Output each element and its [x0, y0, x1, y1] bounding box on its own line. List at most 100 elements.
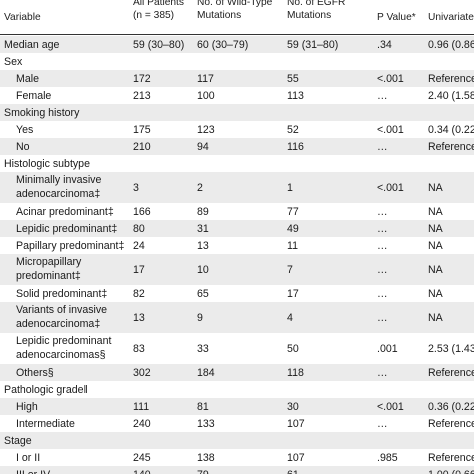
row-label: High [16, 401, 38, 413]
cell-p-value: <.001 [377, 73, 404, 85]
header-variable: Variable [4, 12, 41, 23]
cell-wild-type: 65 [197, 288, 209, 300]
cell-egfr: 49 [287, 223, 299, 235]
table-row: I or II 245 138 107 .985 Reference [0, 449, 474, 466]
cell-all-patients: 59 (30–80) [133, 39, 185, 51]
row-label: Others§ [16, 367, 54, 379]
cell-all-patients: 175 [133, 124, 151, 136]
cell-egfr: 55 [287, 73, 299, 85]
row-label: Median age [4, 39, 60, 51]
row-label: Variants of invasive adenocarcinoma‡ [16, 304, 108, 330]
cell-univariate-or: NA [428, 206, 443, 218]
cell-univariate-or: Reference [428, 141, 474, 153]
cell-all-patients: 3 [133, 182, 139, 194]
table-row: Stage [0, 432, 474, 449]
cell-p-value: … [377, 468, 388, 474]
cell-univariate-or: NA [428, 182, 443, 194]
cell-univariate-or: NA [428, 264, 443, 276]
cell-p-value: .001 [377, 343, 398, 355]
row-label: Intermediate [16, 418, 75, 430]
cell-all-patients: 111 [133, 401, 150, 413]
cell-univariate-or: NA [428, 240, 443, 252]
cell-all-patients: 83 [133, 343, 145, 355]
cell-all-patients: 80 [133, 223, 145, 235]
cell-p-value: … [377, 264, 388, 276]
cell-all-patients: 213 [133, 90, 151, 102]
cell-wild-type: 133 [197, 418, 215, 430]
cell-p-value: … [377, 206, 388, 218]
cell-wild-type: 81 [197, 401, 209, 413]
table-row: Pathologic grade‖ [0, 381, 474, 398]
cell-p-value: <.001 [377, 124, 404, 136]
table-row: III or IV 140 79 61 … 1.00 (0.66, 1.51) [0, 466, 474, 474]
cell-univariate-or: Reference [428, 367, 474, 379]
cell-univariate-or: NA [428, 223, 443, 235]
cell-univariate-or: 0.36 (0.22, 0.59) [428, 401, 474, 413]
cell-wild-type: 31 [197, 223, 209, 235]
cell-all-patients: 240 [133, 418, 151, 430]
table-row: Smoking history [0, 104, 474, 121]
table-row: Sex [0, 53, 474, 70]
table-row: Intermediate 240 133 107 … Reference [0, 415, 474, 432]
cell-all-patients: 13 [133, 312, 145, 324]
cell-univariate-or: Reference [428, 418, 474, 430]
cell-wild-type: 94 [197, 141, 209, 153]
cell-wild-type: 89 [197, 206, 209, 218]
cell-p-value: … [377, 141, 388, 153]
header-wild-type: No. of Wild-Type Mutations [197, 0, 273, 21]
cell-univariate-or: 0.34 (0.22, 0.52) [428, 124, 474, 136]
cell-all-patients: 140 [133, 468, 151, 474]
table-row: Variants of invasive adenocarcinoma‡ 13 9 4 …… [0, 302, 474, 333]
table-row: Solid predominant‡ 82 65 17 … NA [0, 285, 474, 302]
cell-egfr: 11 [287, 240, 298, 252]
row-label: Sex [4, 56, 23, 68]
cell-egfr: 61 [287, 468, 299, 474]
table-row: Papillary predominant‡ 24 13 11 … NA [0, 237, 474, 254]
cell-wild-type: 123 [197, 124, 215, 136]
header-p-value: P Value* [377, 12, 416, 23]
cell-egfr: 1 [287, 182, 293, 194]
cell-all-patients: 245 [133, 452, 151, 464]
cell-all-patients: 17 [133, 264, 145, 276]
cell-univariate-or: 2.40 (1.58, 3.65) [428, 90, 474, 102]
cell-p-value: … [377, 90, 388, 102]
cell-p-value: <.001 [377, 182, 404, 194]
cell-wild-type: 60 (30–79) [197, 39, 249, 51]
row-label: I or II [16, 452, 41, 464]
cell-wild-type: 9 [197, 312, 203, 324]
row-label: Micropapillary predominant‡ [16, 256, 82, 282]
cell-p-value: .34 [377, 39, 392, 51]
table-row: Male 172 117 55 <.001 Reference [0, 70, 474, 87]
row-label: Minimally invasive adenocarcinoma‡ [16, 174, 102, 200]
cell-egfr: 107 [287, 418, 305, 430]
cell-univariate-or: Reference [428, 452, 474, 464]
cell-egfr: 7 [287, 264, 293, 276]
row-label: Smoking history [4, 107, 80, 119]
row-label: Stage [4, 435, 32, 447]
cell-univariate-or: 2.53 (1.43, 4.56) [428, 343, 474, 355]
row-label: Papillary predominant‡ [16, 240, 125, 252]
cell-p-value: … [377, 418, 388, 430]
cell-univariate-or: 1.00 (0.66, 1.51) [428, 468, 474, 474]
table-row: Lepidic predominant adenocarcinomas§ 83 33 5… [0, 333, 474, 364]
cell-egfr: 59 (31–80) [287, 39, 339, 51]
cell-p-value: <.001 [377, 401, 404, 413]
cell-egfr: 52 [287, 124, 299, 136]
row-label: Male [16, 73, 39, 85]
cell-egfr: 50 [287, 343, 299, 355]
table-row: Histologic subtype [0, 155, 474, 172]
cell-egfr: 77 [287, 206, 299, 218]
cell-wild-type: 10 [197, 264, 209, 276]
row-label: No [16, 141, 30, 153]
row-label: Pathologic grade‖ [4, 384, 88, 396]
header-egfr: No. of EGFR Mutations [287, 0, 346, 21]
cell-p-value: … [377, 288, 388, 300]
table-row: Lepidic predominant‡ 80 31 49 … NA [0, 220, 474, 237]
table-header: Variable All Patients (n = 385) No. of W… [0, 0, 474, 35]
cell-egfr: 116 [287, 141, 304, 153]
cell-all-patients: 82 [133, 288, 145, 300]
table-row: Female 213 100 113 … 2.40 (1.58, 3.65) [0, 87, 474, 104]
row-label: Female [16, 90, 52, 102]
cell-p-value: … [377, 240, 388, 252]
